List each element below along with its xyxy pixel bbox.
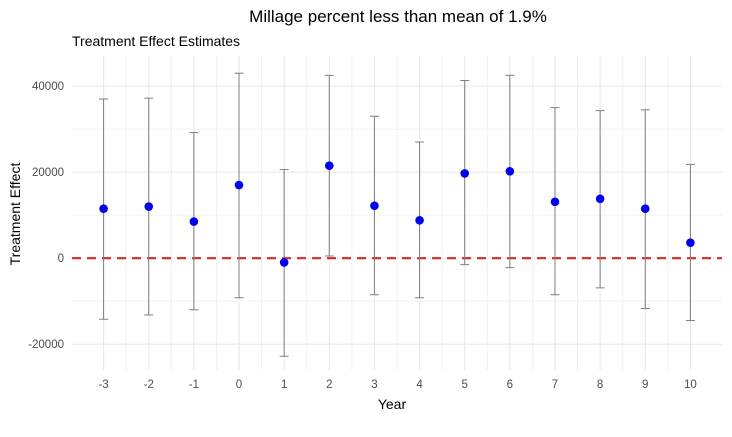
data-point (279, 258, 289, 267)
data-point (189, 217, 199, 226)
x-tick-label: 0 (236, 379, 242, 391)
x-tick-label: 7 (552, 379, 558, 391)
data-point (370, 201, 379, 210)
chart-title: Millage percent less than mean of 1.9% (249, 7, 547, 26)
x-axis-ticks: -3 -2 -1 0 1 2 3 4 5 6 7 8 9 10 (98, 379, 696, 391)
data-point (505, 166, 515, 176)
y-tick-label: 40000 (32, 81, 64, 93)
x-tick-label: 8 (597, 379, 603, 391)
minor-gridlines (72, 56, 722, 370)
x-tick-label: 6 (507, 379, 513, 391)
y-tick-label: 20000 (32, 167, 64, 179)
data-point (686, 238, 695, 247)
x-tick-label: 10 (684, 379, 697, 391)
x-axis-title: Year (378, 396, 407, 412)
data-point (640, 204, 650, 213)
data-point (234, 180, 244, 190)
x-tick-label: -3 (98, 379, 108, 391)
data-point (99, 204, 108, 213)
data-points (99, 161, 695, 267)
data-point (144, 202, 154, 211)
x-tick-label: 1 (281, 379, 287, 391)
x-tick-label: 5 (462, 379, 468, 391)
y-tick-label: 0 (58, 253, 64, 265)
x-tick-label: -2 (144, 379, 154, 391)
data-point (460, 169, 470, 178)
data-point (595, 194, 605, 204)
x-tick-label: 4 (416, 379, 423, 391)
x-tick-label: 2 (326, 379, 332, 391)
data-point (415, 216, 424, 225)
data-point (324, 161, 334, 170)
chart-subtitle: Treatment Effect Estimates (72, 33, 240, 49)
y-axis-title: Treatment Effect (7, 163, 23, 266)
data-point (550, 197, 560, 207)
y-axis-ticks: -20000 0 20000 40000 (28, 81, 64, 351)
y-tick-label: -20000 (28, 339, 64, 351)
x-tick-label: -1 (189, 379, 199, 391)
x-tick-label: 3 (371, 379, 377, 391)
x-tick-label: 9 (642, 379, 648, 391)
